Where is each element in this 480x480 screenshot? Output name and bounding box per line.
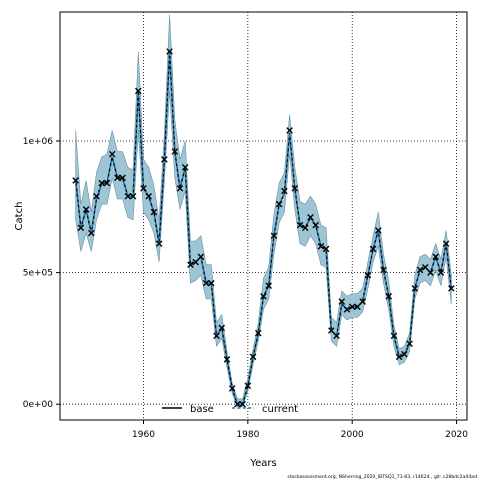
observation-marker [82,206,90,213]
observation-marker [197,253,205,261]
observation-marker [134,87,142,95]
observation-marker [416,266,424,274]
y-axis-title: Catch [14,202,25,231]
base-series-line [75,51,452,405]
observation-marker [260,292,267,300]
observation-marker [301,224,309,232]
x-tick-label: 2000 [341,430,364,440]
observation-marker [448,285,455,292]
observation-marker [119,174,126,182]
observation-marker [244,382,252,390]
observation-marker [296,221,304,229]
observation-marker [223,356,231,363]
x-axis-title: Years [249,458,276,469]
x-axis-ticks: 1960 1980 2000 2020 [132,420,468,440]
y-tick-label: 5e+05 [23,269,53,279]
observation-marker [228,385,236,392]
observation-marker [322,245,330,253]
observation-marker [129,192,137,200]
observation-marker [432,253,439,261]
observation-markers [72,48,455,408]
observation-marker [171,148,179,155]
observation-marker [401,350,408,358]
observation-marker [343,306,351,313]
observation-marker [176,185,184,192]
legend-base-label: base [190,404,214,415]
observation-marker [108,150,116,158]
observation-marker [155,240,163,247]
observation-marker [208,279,215,287]
plot-frame [59,11,468,421]
observation-marker [328,327,335,334]
observation-marker [249,353,257,361]
observation-marker [286,127,293,134]
observation-marker [218,324,226,332]
observation-marker [192,258,199,266]
observation-marker [317,242,325,250]
current-series-line [75,51,452,405]
observation-marker [103,179,111,187]
observation-marker [380,266,387,274]
observation-marker [291,185,299,192]
observation-marker [124,192,132,200]
observation-marker [77,224,85,232]
y-tick-label: 1e+06 [23,137,54,147]
observation-marker [390,332,398,340]
observation-marker [114,174,121,182]
observation-marker [72,177,79,184]
observation-marker [385,292,393,300]
observation-marker [348,303,356,311]
observation-marker [145,192,152,200]
observation-marker [166,48,173,55]
observation-marker [421,264,429,271]
observation-marker [375,227,382,234]
observation-marker [93,192,100,200]
observation-marker [275,200,283,208]
observation-marker [181,164,189,171]
observation-marker [202,279,210,287]
x-tick-label: 1960 [132,430,155,440]
observation-marker [437,269,445,276]
observation-marker [270,232,278,240]
legend-current-label: current [262,404,298,415]
y-tick-label: 0e+00 [23,400,54,410]
observation-marker [150,208,158,216]
observation-marker [333,332,340,340]
confidence-band [75,14,452,408]
observation-marker [281,187,288,195]
observation-marker [359,298,366,305]
observation-marker [411,285,419,292]
observation-marker [234,400,241,408]
observation-marker [427,269,434,276]
observation-marker [161,156,168,163]
observation-marker [369,245,377,253]
y-axis-ticks: 0e+00 5e+05 1e+06 [23,137,60,410]
observation-marker [98,179,106,187]
observation-marker [406,340,413,347]
observation-marker [254,329,262,337]
observation-marker [312,221,319,229]
x-tick-label: 1980 [236,430,259,440]
observation-marker [88,229,95,237]
observation-marker [354,303,361,311]
observation-marker [213,332,220,340]
observation-marker [239,400,246,408]
observation-marker [364,271,372,279]
observation-marker [395,353,403,361]
observation-marker [442,240,450,247]
observation-marker [187,261,194,268]
observation-marker [338,298,346,305]
footnote: stockassessment.org, NSherring_2020_IBTS… [287,474,477,480]
observation-marker [265,282,273,290]
grid-lines [60,12,467,420]
observation-marker [140,185,147,192]
x-tick-label: 2020 [445,430,468,440]
observation-marker [307,214,314,221]
legend: base current [162,404,298,415]
